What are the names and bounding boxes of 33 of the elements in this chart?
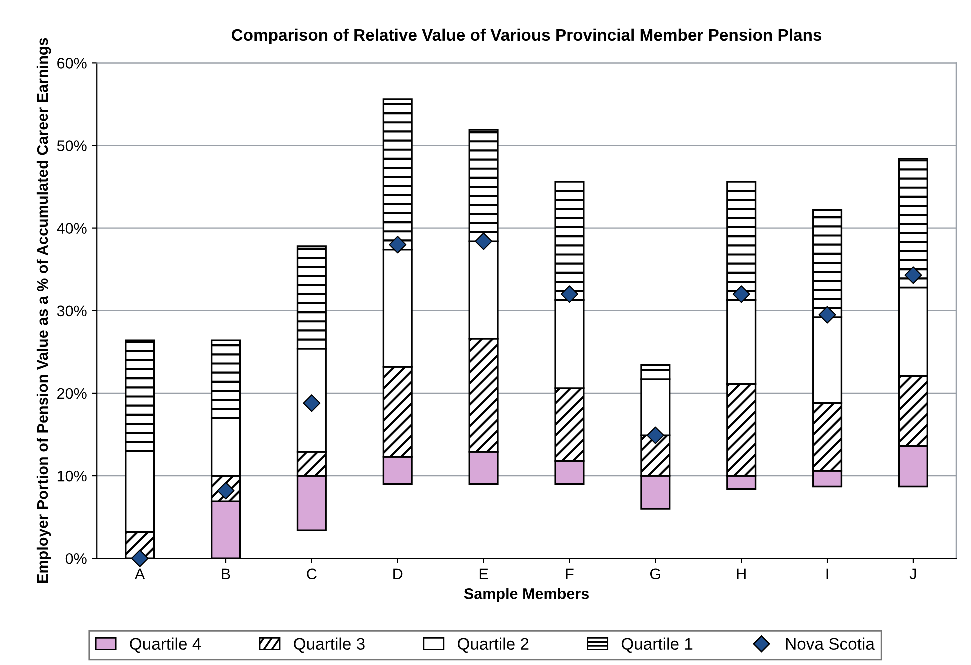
point bbox=[389, 236, 407, 254]
point bbox=[904, 266, 922, 284]
legend-label: Quartile 4 bbox=[130, 638, 202, 654]
point bbox=[818, 306, 836, 324]
x-tick-label: D bbox=[394, 568, 403, 580]
point bbox=[131, 550, 149, 568]
x-axis-title: Sample Members bbox=[464, 588, 589, 602]
x-tick-label: C bbox=[307, 568, 317, 580]
y-tick-label: 40% bbox=[57, 223, 87, 234]
point bbox=[560, 286, 579, 304]
y-axis-title: Employer Portion of Pension Value as a % of Accumulated Career Earnings bbox=[36, 38, 52, 583]
y-tick-label: 60% bbox=[58, 58, 87, 69]
x-tick-label: H bbox=[737, 568, 746, 580]
x-tick-label: A bbox=[135, 568, 146, 580]
x-tick-label: B bbox=[222, 568, 230, 580]
x-tick-label: J bbox=[910, 568, 916, 580]
y-tick-label: 20% bbox=[58, 388, 87, 400]
point bbox=[475, 232, 493, 250]
point bbox=[732, 286, 750, 304]
legend-label: Nova Scotia bbox=[786, 638, 875, 650]
point bbox=[303, 394, 321, 412]
legend-label: Quartile 1 bbox=[622, 638, 693, 654]
y-tick-label: 50% bbox=[57, 140, 87, 152]
legend-label: Quartile 3 bbox=[294, 638, 365, 654]
x-tick-label: E bbox=[480, 568, 488, 580]
y-tick-label: 10% bbox=[58, 470, 87, 482]
x-tick-label: I bbox=[826, 568, 828, 580]
y-tick-label: 0% bbox=[66, 553, 87, 564]
x-tick-label: F bbox=[566, 568, 574, 580]
y-tick-label: 30% bbox=[57, 306, 87, 317]
chart-title: Comparison of Relative Value of Various Provincial Member Pension Plans bbox=[232, 28, 822, 44]
x-tick-label: G bbox=[650, 568, 660, 580]
legend-label: Quartile 2 bbox=[458, 638, 529, 654]
